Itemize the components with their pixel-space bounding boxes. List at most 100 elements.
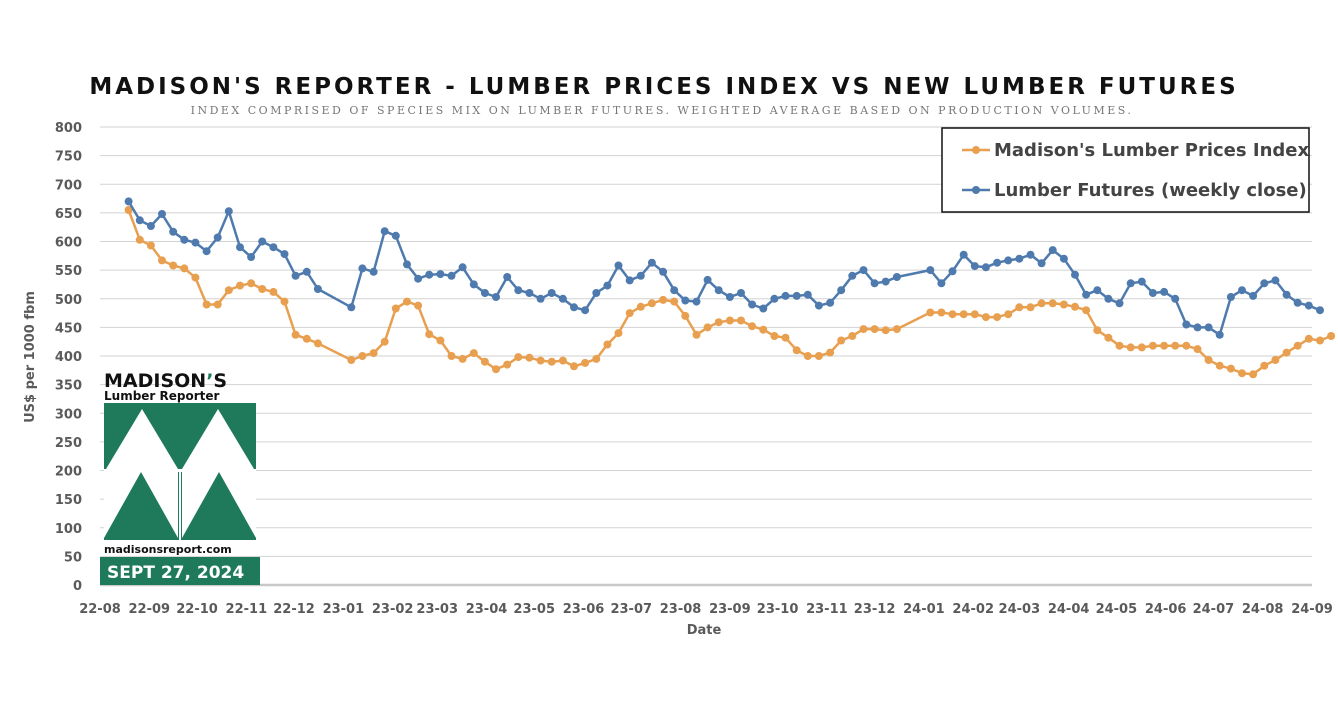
data-point [280, 250, 289, 259]
data-point [614, 261, 623, 270]
data-point [135, 216, 144, 225]
data-point [703, 323, 712, 332]
data-point [313, 339, 322, 348]
data-point [514, 353, 523, 362]
data-point [391, 304, 400, 313]
legend-label-futures: Lumber Futures (weekly close) [994, 180, 1307, 201]
data-point [1204, 356, 1213, 364]
data-point [1304, 301, 1313, 310]
data-point [993, 313, 1002, 322]
data-point [547, 357, 556, 366]
x-tick-label: 22-09 [129, 602, 171, 617]
data-point [514, 286, 523, 295]
data-point [625, 276, 634, 285]
data-point [146, 241, 155, 250]
logo-url: madisonsreport.com [104, 543, 232, 556]
data-point [993, 258, 1002, 267]
data-point [480, 289, 489, 297]
data-point [180, 235, 189, 244]
data-point [247, 253, 256, 261]
data-point [146, 222, 155, 230]
x-tick-label: 23-05 [513, 602, 555, 617]
data-point [436, 270, 445, 279]
x-tick-label: 23-08 [660, 602, 702, 617]
data-point [1282, 290, 1291, 299]
data-point [1126, 343, 1135, 352]
data-point [202, 247, 211, 256]
y-tick-label: 750 [55, 150, 82, 165]
data-point [714, 286, 723, 295]
data-point [158, 256, 166, 265]
data-point [970, 310, 979, 319]
data-point [1282, 348, 1291, 357]
series-0 [124, 206, 1336, 379]
data-point [837, 286, 846, 295]
y-tick-label: 450 [55, 321, 82, 336]
logo-tree-icon-top-left [106, 409, 178, 469]
x-axis-ticks: 22-08 22-09 22-10 22-11 22-12 23-01 23-02 23-03… [79, 602, 1333, 617]
data-point [1115, 341, 1124, 350]
data-point [135, 235, 144, 244]
data-point [469, 280, 478, 289]
x-tick-label: 22-12 [273, 602, 315, 617]
y-tick-label: 150 [55, 493, 82, 508]
data-point [447, 352, 456, 360]
logo-shape-icon [182, 472, 219, 538]
y-axis-ticks: 8007507006506005505004504003503002502001… [55, 121, 82, 594]
data-point [959, 250, 968, 259]
data-point [670, 297, 679, 306]
data-point [1316, 306, 1324, 315]
data-point [347, 303, 356, 312]
x-tick-label: 24-09 [1291, 602, 1333, 617]
data-point [636, 302, 645, 311]
data-point [1026, 250, 1035, 259]
data-point [826, 298, 835, 307]
x-tick-label: 22-08 [79, 602, 121, 617]
data-point [581, 358, 590, 367]
data-point [881, 277, 890, 286]
legend-marker-index [972, 146, 980, 154]
data-point [1204, 323, 1213, 332]
data-point [458, 354, 467, 363]
data-point [425, 270, 434, 279]
data-point [1260, 279, 1269, 288]
madisons-logo: MADISON’S Lumber Reporter madisonsreport… [100, 370, 260, 585]
x-tick-label: 23-06 [563, 602, 605, 617]
data-point [748, 300, 757, 309]
y-tick-label: 550 [55, 264, 82, 279]
data-point [1215, 330, 1224, 339]
data-point [1004, 310, 1013, 319]
data-point [414, 301, 423, 310]
data-point [525, 353, 534, 362]
data-point [814, 352, 823, 360]
y-axis-label: US$ per 1000 fbm [23, 291, 38, 423]
data-point [1271, 276, 1280, 285]
logo-shape-icon [141, 472, 178, 538]
data-point [158, 210, 166, 218]
y-tick-label: 500 [55, 293, 82, 308]
data-point [503, 273, 512, 281]
data-point [280, 297, 289, 306]
data-point [647, 299, 656, 308]
data-point [1082, 306, 1091, 315]
x-axis-label: Date [687, 623, 722, 638]
data-point [703, 275, 712, 284]
data-point [1071, 302, 1079, 311]
data-point [480, 357, 489, 366]
logo-trunk [179, 469, 181, 540]
data-point [1238, 369, 1246, 378]
data-point [1271, 356, 1280, 364]
data-point [814, 301, 823, 310]
data-point [1082, 290, 1091, 299]
chart-title: MADISON'S REPORTER - LUMBER PRICES INDEX… [89, 74, 1238, 100]
x-tick-label: 23-11 [806, 602, 848, 617]
logo-name: MADISON’S [104, 370, 227, 392]
y-tick-label: 650 [55, 207, 82, 222]
data-point [1148, 289, 1157, 297]
data-point [981, 313, 990, 322]
data-point [570, 362, 578, 371]
y-tick-label: 300 [55, 407, 82, 422]
data-point [369, 267, 378, 276]
data-point [1026, 303, 1035, 312]
data-point [436, 336, 445, 345]
